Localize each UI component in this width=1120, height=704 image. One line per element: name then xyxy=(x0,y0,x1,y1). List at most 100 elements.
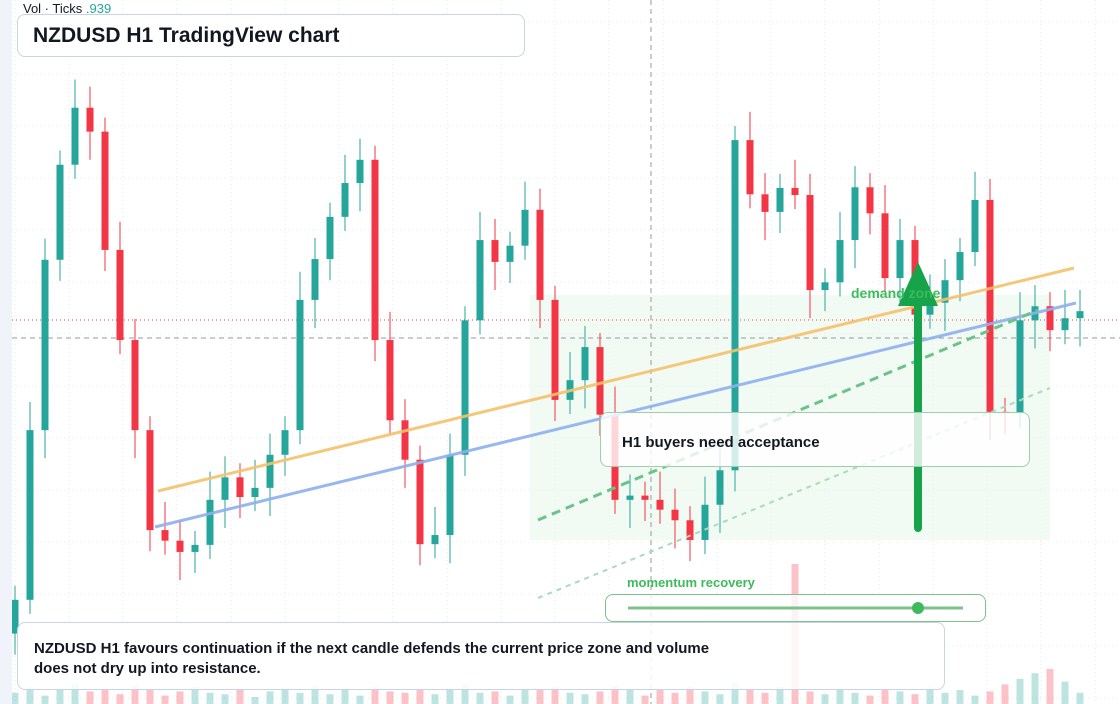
volume-bar xyxy=(281,688,289,704)
volume-bar xyxy=(41,695,49,704)
volume-bar xyxy=(701,691,709,704)
volume-bar xyxy=(896,691,904,704)
volume-bar xyxy=(251,697,259,704)
volume-bar xyxy=(191,687,199,704)
volume-bar xyxy=(761,692,769,704)
candle-body xyxy=(386,340,394,421)
momentum-label: momentum recovery xyxy=(627,575,755,590)
candle-body xyxy=(26,430,34,600)
candle-body xyxy=(851,187,859,241)
volume-bar xyxy=(836,690,844,704)
volume-bar xyxy=(866,695,874,704)
volume-bar xyxy=(926,687,934,704)
candle-body xyxy=(356,159,364,184)
candle-body xyxy=(191,544,199,552)
volume-bar xyxy=(716,694,724,704)
volume-bar xyxy=(26,687,34,704)
volume-bar xyxy=(656,690,664,704)
volume-bar xyxy=(776,687,784,704)
candle-body xyxy=(401,420,409,460)
volume-bar xyxy=(311,685,319,704)
volume-pane xyxy=(11,564,1084,704)
candle-body xyxy=(686,520,694,540)
candle-body xyxy=(131,340,139,431)
candle-body xyxy=(491,240,499,262)
candle-body xyxy=(731,140,739,471)
candle-body xyxy=(341,183,349,217)
volume-bar xyxy=(881,688,889,704)
candle-body xyxy=(11,599,19,634)
volume-bar xyxy=(476,692,484,704)
volume-bar xyxy=(731,683,739,704)
volume-value: .939 xyxy=(85,1,112,16)
candle-body xyxy=(881,213,889,279)
candle-body xyxy=(971,199,979,253)
volume-label: Vol · Ticks xyxy=(23,1,83,16)
candle-body xyxy=(251,487,259,498)
candle-body xyxy=(476,240,484,321)
candle-body xyxy=(236,477,244,498)
volume-bar xyxy=(596,691,604,704)
volume-bar xyxy=(686,687,694,704)
note-text: NZDUSD H1 favours continuation if the ne… xyxy=(34,640,710,677)
volume-bar xyxy=(551,687,559,704)
volume-bar xyxy=(941,692,949,704)
chart-title: NZDUSD H1 TradingView chart xyxy=(17,14,525,57)
candle-body xyxy=(371,159,379,341)
candle-body xyxy=(146,430,154,531)
candle-body xyxy=(806,195,814,291)
candle-body xyxy=(626,495,634,500)
volume-bar xyxy=(176,691,184,704)
arrow-head xyxy=(898,262,938,306)
candle-body xyxy=(161,530,169,541)
volume-bar xyxy=(956,690,964,704)
candle-body xyxy=(941,280,949,303)
candle-body xyxy=(416,459,424,545)
volume-bar xyxy=(491,691,499,704)
candle-body xyxy=(641,495,649,500)
candle-body xyxy=(41,259,49,431)
volume-bar xyxy=(911,694,919,704)
candle-body xyxy=(1076,311,1084,319)
candle-body xyxy=(821,282,829,291)
volume-bar xyxy=(671,692,679,704)
candle-body xyxy=(221,477,229,500)
candle-body xyxy=(836,240,844,283)
volume-bar xyxy=(146,690,154,704)
candle-body xyxy=(716,470,724,505)
volume-bar xyxy=(1046,669,1054,704)
candle-body xyxy=(296,299,304,431)
zone-label: demand zone xyxy=(851,285,941,301)
volume-bar xyxy=(971,695,979,704)
volume-bar xyxy=(986,691,994,704)
volume-legend: Vol · Ticks .939 xyxy=(23,1,111,16)
candle-body xyxy=(206,499,214,545)
candle-body xyxy=(671,509,679,521)
volume-bar xyxy=(401,692,409,704)
volume-bar xyxy=(116,694,124,704)
volume-bar xyxy=(1016,678,1024,704)
volume-bar xyxy=(206,692,214,704)
volume-bar xyxy=(506,695,514,704)
volume-bar xyxy=(341,690,349,704)
volume-bar xyxy=(461,684,469,704)
candle-body xyxy=(761,194,769,212)
volume-bar xyxy=(11,692,19,704)
volume-bar xyxy=(611,685,619,704)
volume-bar xyxy=(326,694,334,704)
candle-body xyxy=(431,535,439,545)
volume-bar xyxy=(641,695,649,704)
candle-body xyxy=(536,209,544,300)
volume-bar xyxy=(806,691,814,704)
candle-body xyxy=(926,302,934,315)
volume-bar xyxy=(536,690,544,704)
volume-bar xyxy=(266,691,274,704)
candle-body xyxy=(581,347,589,381)
volume-bar xyxy=(86,691,94,704)
volume-bar xyxy=(371,687,379,704)
candle-body xyxy=(776,187,784,212)
candle-body xyxy=(986,199,994,412)
candle-body xyxy=(866,187,874,214)
candle-body xyxy=(506,245,514,262)
